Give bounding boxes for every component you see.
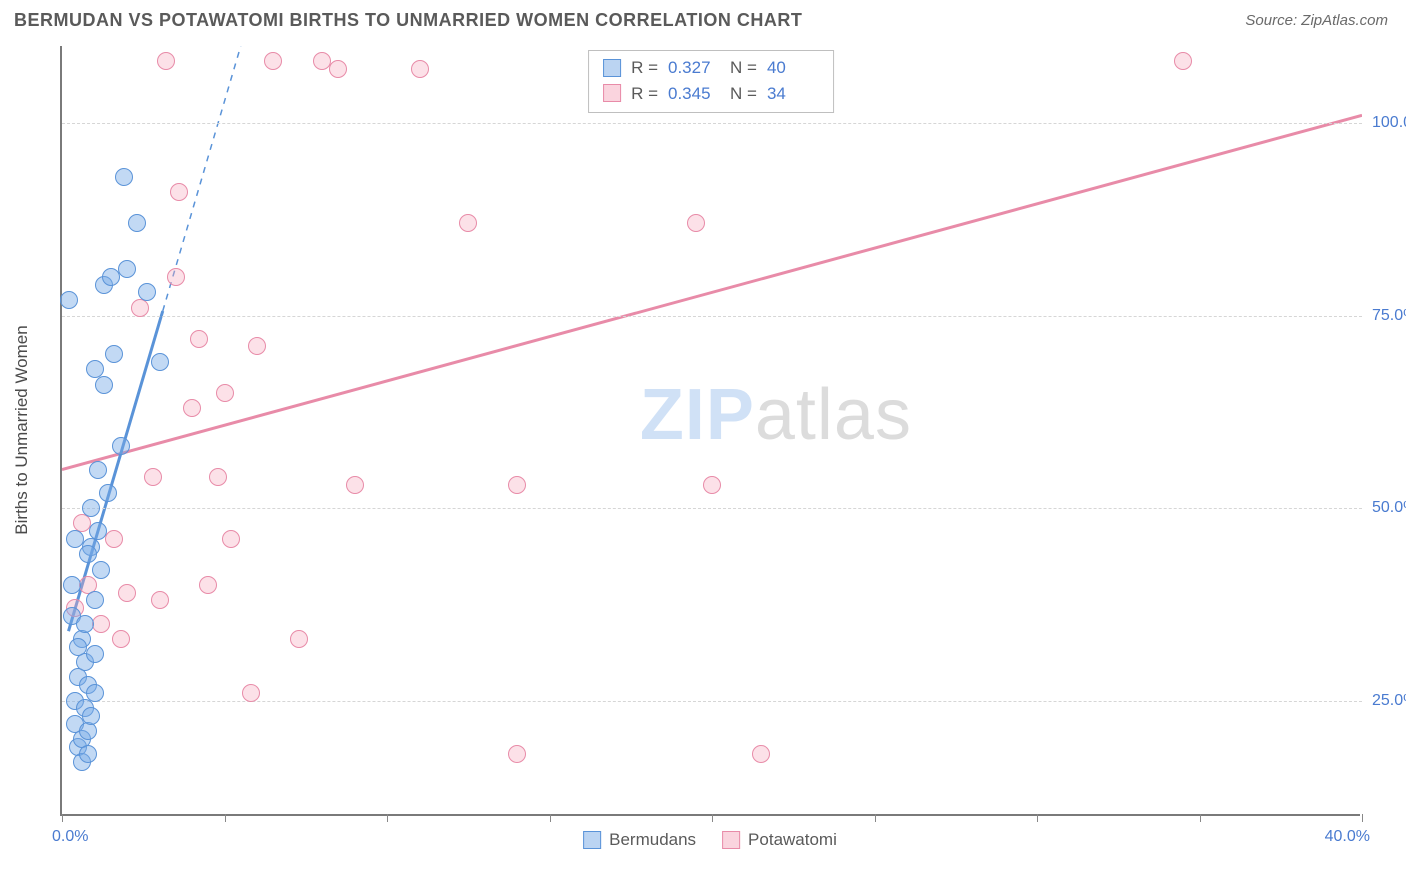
- data-point: [60, 291, 78, 309]
- data-point: [508, 745, 526, 763]
- data-point: [66, 530, 84, 548]
- data-point: [144, 468, 162, 486]
- series-swatch: [722, 831, 740, 849]
- data-point: [105, 530, 123, 548]
- gridline: [62, 701, 1362, 702]
- y-tick-label: 25.0%: [1372, 692, 1406, 710]
- data-point: [687, 214, 705, 232]
- data-point: [112, 437, 130, 455]
- data-point: [63, 576, 81, 594]
- y-tick-label: 50.0%: [1372, 499, 1406, 517]
- data-point: [92, 615, 110, 633]
- gridline: [62, 123, 1362, 124]
- data-point: [411, 60, 429, 78]
- data-point: [190, 330, 208, 348]
- data-point: [79, 545, 97, 563]
- data-point: [290, 630, 308, 648]
- data-point: [138, 283, 156, 301]
- data-point: [79, 722, 97, 740]
- data-point: [346, 476, 364, 494]
- x-tick: [1362, 814, 1363, 822]
- data-point: [79, 745, 97, 763]
- data-point: [112, 630, 130, 648]
- stats-legend-box: R =0.327N =40R =0.345N =34: [588, 50, 834, 113]
- data-point: [459, 214, 477, 232]
- data-point: [99, 484, 117, 502]
- data-point: [1174, 52, 1192, 70]
- series-legend: Bermudans Potawatomi: [583, 830, 837, 850]
- data-point: [89, 461, 107, 479]
- data-point: [222, 530, 240, 548]
- data-point: [329, 60, 347, 78]
- data-point: [170, 183, 188, 201]
- x-tick: [387, 814, 388, 822]
- data-point: [102, 268, 120, 286]
- data-point: [82, 707, 100, 725]
- gridline: [62, 508, 1362, 509]
- gridline: [62, 316, 1362, 317]
- legend-item: Bermudans: [583, 830, 696, 850]
- data-point: [89, 522, 107, 540]
- x-tick: [550, 814, 551, 822]
- plot-region: Births to Unmarried Women ZIPatlas R =0.…: [60, 46, 1360, 816]
- legend-label: Potawatomi: [748, 830, 837, 850]
- x-tick: [875, 814, 876, 822]
- data-point: [118, 260, 136, 278]
- source-attribution: Source: ZipAtlas.com: [1245, 12, 1388, 29]
- data-point: [151, 591, 169, 609]
- x-axis-max-label: 40.0%: [1325, 828, 1370, 846]
- data-point: [69, 638, 87, 656]
- data-point: [92, 561, 110, 579]
- data-point: [167, 268, 185, 286]
- legend-label: Bermudans: [609, 830, 696, 850]
- chart-title: BERMUDAN VS POTAWATOMI BIRTHS TO UNMARRI…: [14, 10, 802, 31]
- data-point: [76, 615, 94, 633]
- data-point: [128, 214, 146, 232]
- data-point: [82, 499, 100, 517]
- scatter-chart: Births to Unmarried Women ZIPatlas R =0.…: [60, 46, 1360, 816]
- data-point: [86, 645, 104, 663]
- data-point: [157, 52, 175, 70]
- data-point: [209, 468, 227, 486]
- data-point: [248, 337, 266, 355]
- y-tick-label: 100.0%: [1372, 114, 1406, 132]
- data-point: [151, 353, 169, 371]
- data-point: [105, 345, 123, 363]
- data-point: [115, 168, 133, 186]
- x-tick: [712, 814, 713, 822]
- data-point: [118, 584, 136, 602]
- data-point: [86, 684, 104, 702]
- series-swatch: [603, 59, 621, 77]
- data-point: [95, 376, 113, 394]
- x-axis-min-label: 0.0%: [52, 828, 88, 846]
- stats-row: R =0.327N =40: [603, 55, 819, 81]
- watermark: ZIPatlas: [640, 374, 912, 456]
- data-point: [131, 299, 149, 317]
- x-tick: [225, 814, 226, 822]
- data-point: [508, 476, 526, 494]
- series-swatch: [583, 831, 601, 849]
- data-point: [703, 476, 721, 494]
- legend-item: Potawatomi: [722, 830, 837, 850]
- data-point: [86, 591, 104, 609]
- y-tick-label: 75.0%: [1372, 307, 1406, 325]
- x-tick: [1200, 814, 1201, 822]
- data-point: [216, 384, 234, 402]
- stats-row: R =0.345N =34: [603, 81, 819, 107]
- data-point: [752, 745, 770, 763]
- data-point: [264, 52, 282, 70]
- x-tick: [62, 814, 63, 822]
- data-point: [199, 576, 217, 594]
- x-tick: [1037, 814, 1038, 822]
- y-axis-title: Births to Unmarried Women: [12, 325, 32, 534]
- data-point: [242, 684, 260, 702]
- series-swatch: [603, 84, 621, 102]
- data-point: [183, 399, 201, 417]
